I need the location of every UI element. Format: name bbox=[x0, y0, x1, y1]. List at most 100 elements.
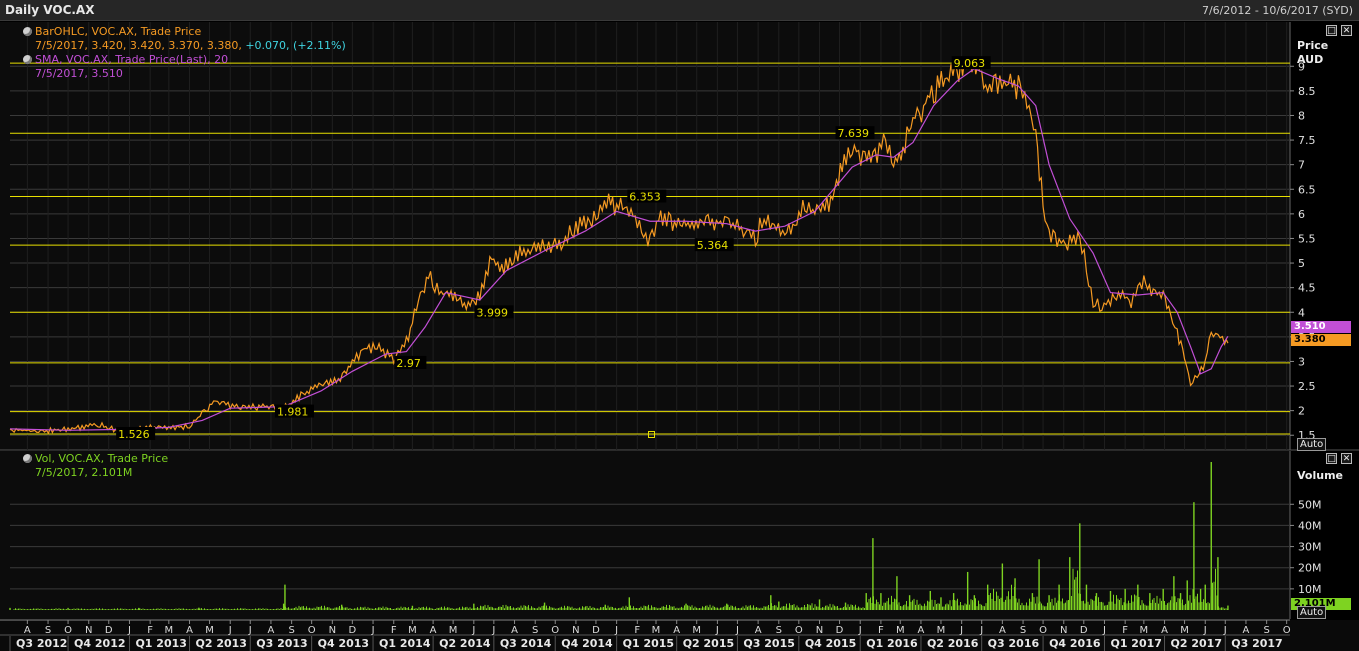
month-label: A bbox=[430, 625, 437, 636]
month-label: S bbox=[532, 625, 538, 636]
close-panel-icon[interactable]: ✕ bbox=[1341, 25, 1352, 36]
date-range[interactable]: 7/6/2012 - 10/6/2017 (SYD) bbox=[1201, 4, 1353, 17]
quarter-label: Q3 2017 bbox=[1231, 637, 1282, 650]
month-label: F bbox=[634, 625, 640, 636]
month-label: J bbox=[959, 625, 963, 636]
quarter-label: Q3 2014 bbox=[500, 637, 552, 650]
month-label: D bbox=[1080, 625, 1088, 636]
month-label: A bbox=[999, 625, 1006, 636]
month-label: D bbox=[592, 625, 600, 636]
price-tick-label: 6.5 bbox=[1298, 183, 1316, 196]
level-label: 6.353 bbox=[629, 190, 661, 203]
price-legend: BarOHLC, VOC.AX, Trade Price 7/5/2017, 3… bbox=[23, 25, 346, 81]
month-label: F bbox=[391, 625, 397, 636]
last-price-tag: 3.380 bbox=[1291, 334, 1351, 346]
level-label-bg bbox=[116, 426, 156, 440]
quarter-label: Q1 2016 bbox=[866, 637, 918, 650]
volume-tick-label: 20M bbox=[1298, 562, 1322, 575]
level-label-bg bbox=[951, 56, 991, 70]
volume-panel: 10M 20M 30M 40M 50M bbox=[0, 451, 1322, 619]
month-label: O bbox=[551, 625, 559, 636]
close-panel-icon[interactable]: ✕ bbox=[1341, 453, 1352, 464]
quarter-label: Q2 2015 bbox=[683, 637, 734, 650]
month-label: S bbox=[45, 625, 51, 636]
quarter-label: Q4 2012 bbox=[74, 637, 125, 650]
bar-legend-values: 7/5/2017, 3.420, 3.420, 3.370, 3.380, bbox=[35, 39, 242, 52]
volume-tick-label: 50M bbox=[1298, 498, 1322, 511]
maximize-panel-icon[interactable]: □ bbox=[1326, 453, 1337, 464]
month-label: N bbox=[85, 625, 92, 636]
price-tick-label: 5.5 bbox=[1298, 232, 1316, 245]
title-bar bbox=[0, 0, 1359, 21]
volume-tick-label: 30M bbox=[1298, 541, 1322, 554]
quarter-label: Q2 2016 bbox=[927, 637, 979, 650]
price-tick-label: 2.5 bbox=[1298, 380, 1316, 393]
price-axis-title: Price bbox=[1297, 39, 1329, 52]
month-label: D bbox=[349, 625, 357, 636]
month-label: F bbox=[147, 625, 153, 636]
month-label: J bbox=[371, 625, 375, 636]
price-tick-label: 9 bbox=[1298, 60, 1305, 73]
quarter-label: Q4 2016 bbox=[1049, 637, 1101, 650]
month-label: J bbox=[735, 625, 739, 636]
maximize-panel-icon[interactable]: □ bbox=[1326, 25, 1337, 36]
month-label: S bbox=[776, 625, 782, 636]
price-auto-scale-button[interactable]: Auto bbox=[1297, 438, 1327, 451]
price-tick-label: 7 bbox=[1298, 159, 1305, 172]
month-label: J bbox=[1223, 625, 1227, 636]
month-label: M bbox=[205, 625, 214, 636]
month-label: M bbox=[1140, 625, 1149, 636]
price-tick-label: 5 bbox=[1298, 257, 1305, 270]
legend-circle-icon[interactable] bbox=[23, 454, 32, 463]
legend-circle-icon[interactable] bbox=[23, 55, 32, 64]
month-label: O bbox=[1039, 625, 1047, 636]
month-label: S bbox=[1263, 625, 1269, 636]
volume-legend-values: 7/5/2017, 2.101M bbox=[35, 466, 133, 479]
quarter-label: Q3 2013 bbox=[256, 637, 307, 650]
month-label: J bbox=[1102, 625, 1106, 636]
price-tick-label: 4.5 bbox=[1298, 282, 1316, 295]
quarter-label: Q2 2014 bbox=[439, 637, 491, 650]
level-label: 5.364 bbox=[697, 239, 729, 252]
level-label: 7.639 bbox=[838, 127, 870, 140]
month-label: O bbox=[64, 625, 72, 636]
panel-splitter-handle[interactable] bbox=[648, 431, 655, 438]
month-label: A bbox=[24, 625, 31, 636]
price-tick-label: 3 bbox=[1298, 355, 1305, 368]
volume-legend: Vol, VOC.AX, Trade Price 7/5/2017, 2.101… bbox=[23, 452, 168, 480]
month-label: A bbox=[268, 625, 275, 636]
price-series-line bbox=[9, 58, 1229, 435]
month-label: S bbox=[288, 625, 294, 636]
level-label: 9.063 bbox=[954, 57, 986, 70]
sma-series-line bbox=[9, 68, 1229, 431]
volume-tick-label: 10M bbox=[1298, 583, 1322, 596]
level-label-bg bbox=[627, 189, 667, 203]
quarter-label: Q4 2014 bbox=[561, 637, 613, 650]
level-label-bg bbox=[835, 126, 875, 140]
price-tick-label: 6 bbox=[1298, 208, 1305, 221]
month-label: O bbox=[795, 625, 803, 636]
month-label: J bbox=[715, 625, 719, 636]
level-label-bg bbox=[394, 355, 427, 369]
price-tick-label: 7.5 bbox=[1298, 134, 1316, 147]
month-label: M bbox=[449, 625, 458, 636]
month-label: A bbox=[511, 625, 518, 636]
sma-value-tag: 3.510 bbox=[1291, 321, 1351, 333]
price-tick-label: 8 bbox=[1298, 109, 1305, 122]
volume-auto-scale-button[interactable]: Auto bbox=[1297, 606, 1327, 619]
month-label: N bbox=[1060, 625, 1067, 636]
month-label: J bbox=[471, 625, 475, 636]
quarter-label: Q1 2017 bbox=[1110, 637, 1161, 650]
legend-circle-icon[interactable] bbox=[23, 27, 32, 36]
month-label: F bbox=[1122, 625, 1128, 636]
quarter-label: Q2 2017 bbox=[1171, 637, 1222, 650]
quarter-label: Q3 2016 bbox=[988, 637, 1040, 650]
level-label: 2.97 bbox=[396, 357, 421, 370]
month-label: J bbox=[614, 625, 618, 636]
price-tick-label: 8.5 bbox=[1298, 85, 1316, 98]
bar-legend-change: +0.070, (+2.11%) bbox=[245, 39, 346, 52]
month-label: M bbox=[692, 625, 701, 636]
month-label: M bbox=[937, 625, 946, 636]
quarter-label: Q4 2013 bbox=[318, 637, 369, 650]
